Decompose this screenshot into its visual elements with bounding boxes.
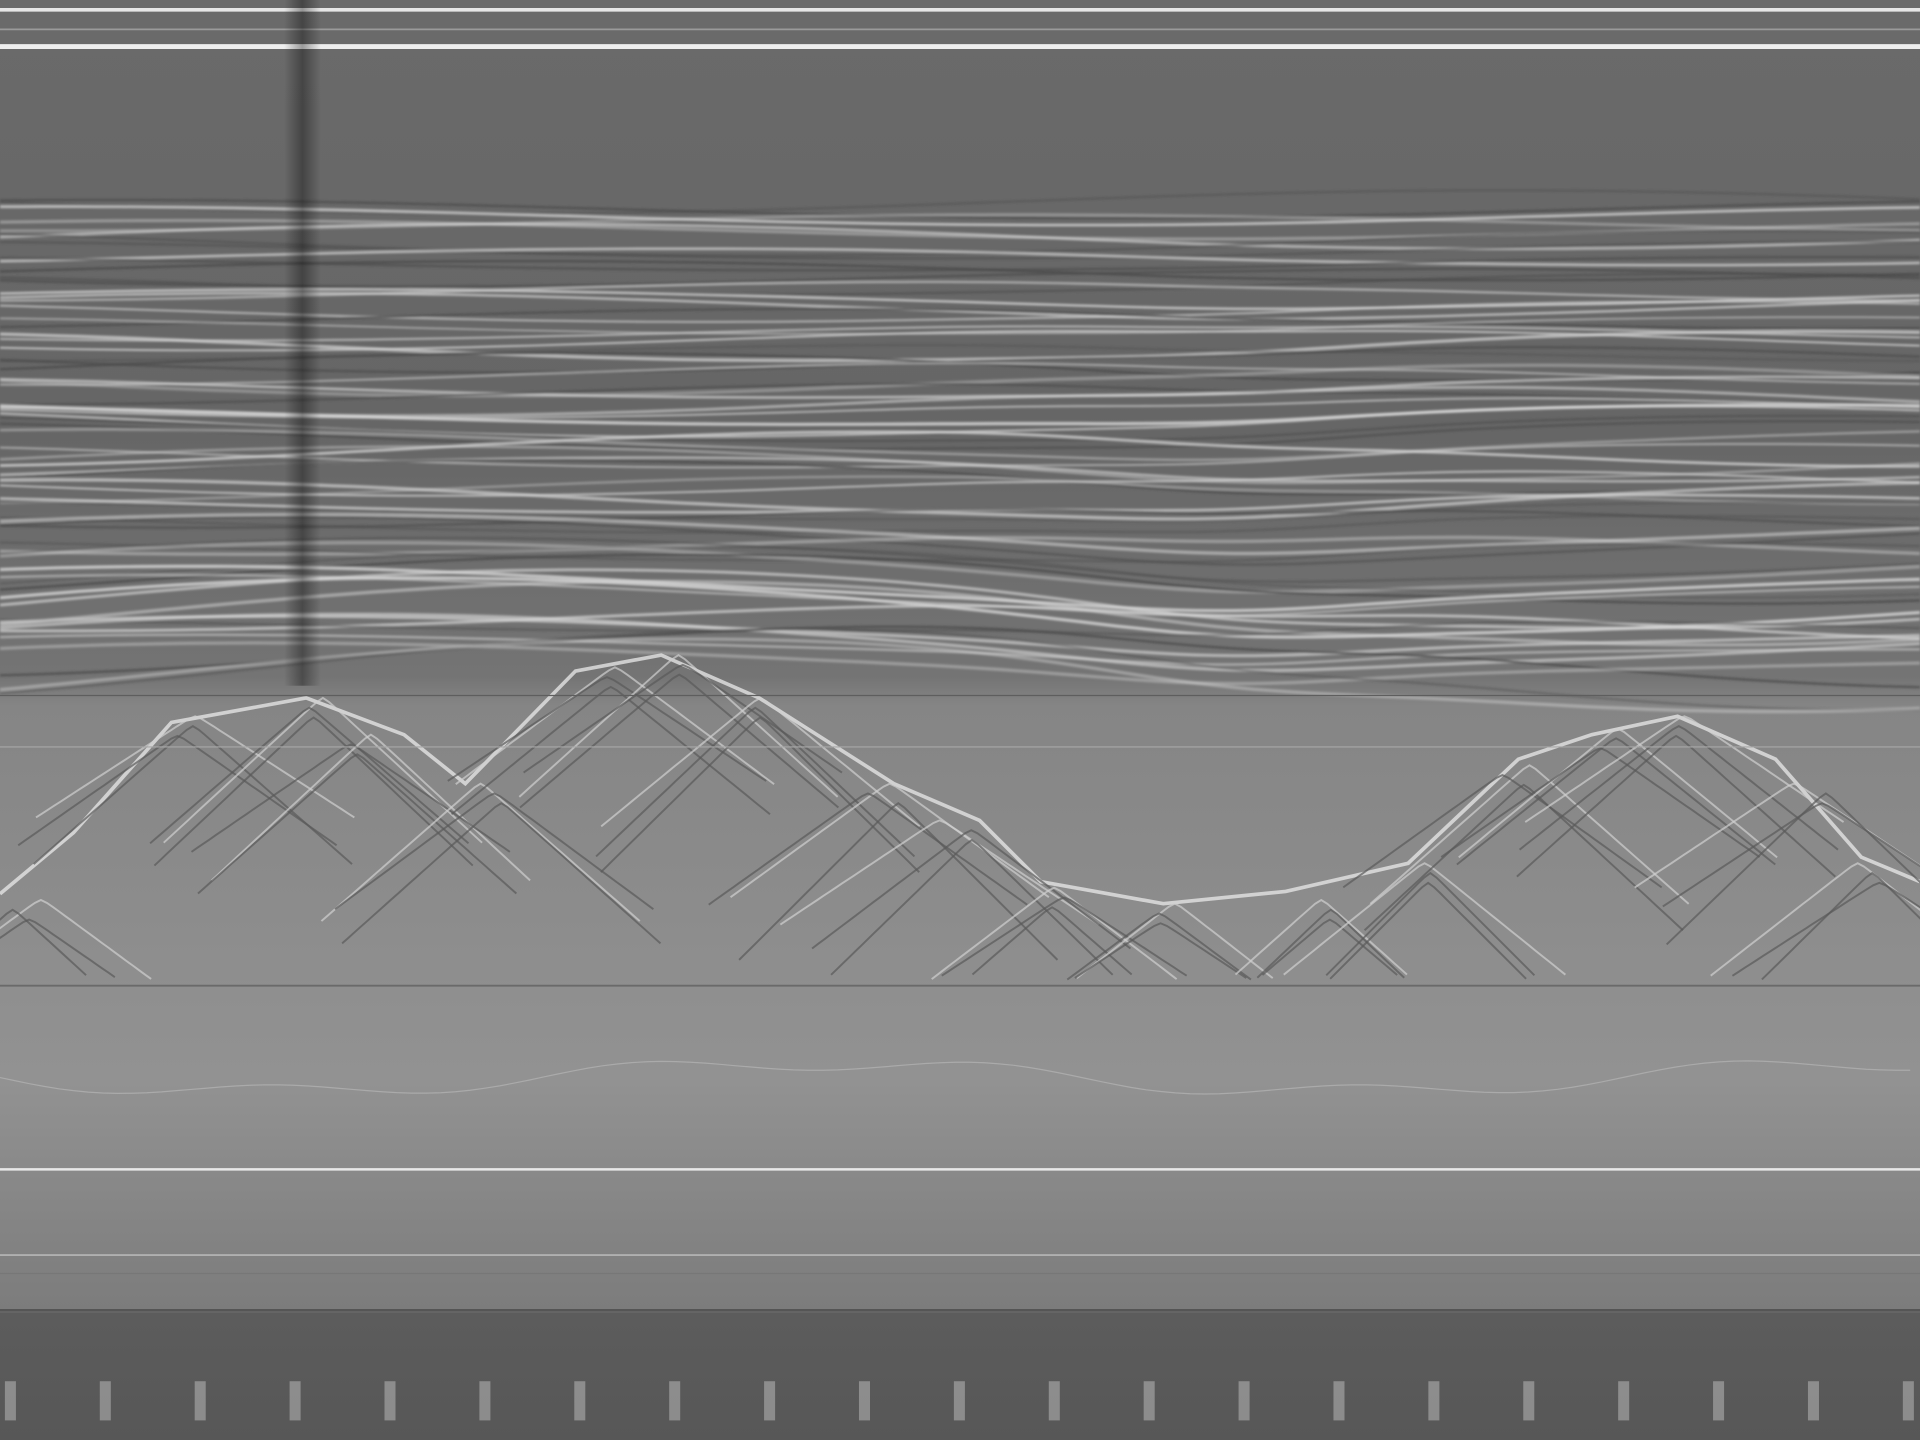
page: (() => { const data = JSON.parse(documen… — [0, 0, 1920, 1440]
timing-mark — [859, 1381, 870, 1420]
timing-mark — [384, 1381, 395, 1420]
timing-mark — [5, 1381, 16, 1420]
timing-mark — [1239, 1381, 1250, 1420]
timing-mark — [954, 1381, 965, 1420]
timing-mark — [195, 1381, 206, 1420]
timing-mark — [1618, 1381, 1629, 1420]
timing-mark — [100, 1381, 111, 1420]
timing-mark — [479, 1381, 490, 1420]
timing-mark — [764, 1381, 775, 1420]
timing-mark — [669, 1381, 680, 1420]
timing-mark — [290, 1381, 301, 1420]
timing-marks — [5, 1381, 1914, 1420]
timing-mark — [1333, 1381, 1344, 1420]
timing-mark — [574, 1381, 585, 1420]
vertical-streak — [284, 0, 321, 686]
timing-mark — [1713, 1381, 1724, 1420]
timing-mark — [1523, 1381, 1534, 1420]
timing-mark — [1903, 1381, 1914, 1420]
timing-mark — [1808, 1381, 1819, 1420]
timing-mark — [1049, 1381, 1060, 1420]
timing-mark — [1144, 1381, 1155, 1420]
seismic-profile — [0, 0, 1920, 1440]
timing-mark — [1428, 1381, 1439, 1420]
